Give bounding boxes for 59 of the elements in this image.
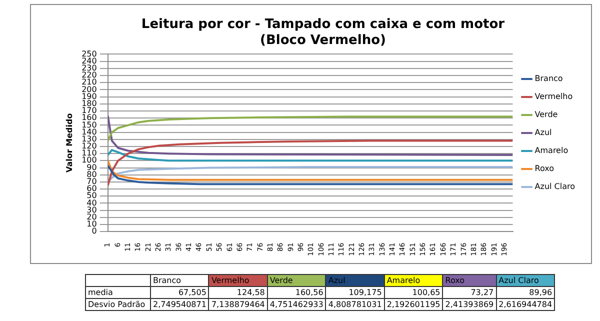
y-tick-label: 240 — [82, 56, 97, 66]
y-axis-title: Valor Medido — [64, 112, 74, 173]
legend-label: Branco — [534, 74, 563, 84]
text: Desvio Padrão — [86, 298, 150, 310]
text: Branco — [153, 276, 182, 285]
y-tick-label: 230 — [82, 63, 97, 72]
y-tick-label: 140 — [82, 127, 97, 136]
text: Vermelho — [211, 276, 250, 285]
y-tick-label: 60 — [86, 184, 97, 194]
y-tick-label: 110 — [82, 148, 97, 158]
text: Verde — [270, 276, 293, 285]
text: 2,616944784 — [496, 298, 555, 310]
legend-label: Azul — [534, 128, 552, 138]
text: 109,175 — [326, 286, 384, 298]
y-tick-label: 150 — [82, 120, 97, 130]
legend-label: Verde — [534, 110, 558, 120]
y-tick-label: 10 — [86, 220, 97, 229]
legend-label: Azul Claro — [534, 182, 576, 192]
text: 124,58 — [208, 286, 268, 298]
chart-title: Leitura por cor - Tampado com caixa e com motor — [141, 17, 506, 32]
text: 2,749540871 — [150, 298, 209, 310]
y-tick-label: 50 — [86, 191, 97, 200]
text: media — [86, 286, 150, 298]
y-tick-label: 170 — [82, 106, 97, 116]
text: 73,27 — [442, 286, 496, 298]
y-tick-label: 90 — [86, 162, 97, 172]
text: 160,56 — [267, 286, 326, 298]
y-tick-label: 20 — [86, 212, 97, 222]
y-tick-label: 180 — [82, 98, 97, 108]
text: Azul Claro — [498, 276, 539, 285]
legend-label: Vermelho — [534, 92, 573, 102]
y-tick-label: 0 — [92, 226, 97, 236]
y-tick-label: 70 — [86, 177, 97, 186]
text: 89,96 — [496, 286, 555, 298]
y-tick-label: 250 — [82, 49, 97, 58]
y-tick-label: 200 — [82, 84, 97, 94]
text: Roxo — [445, 276, 464, 285]
y-tick-label: 120 — [82, 142, 97, 151]
y-tick-label: 210 — [82, 78, 97, 87]
text: 100,65 — [384, 286, 443, 298]
text: 67,505 — [150, 286, 209, 298]
y-tick-label: 40 — [86, 198, 97, 208]
y-tick-label: 100 — [82, 156, 97, 165]
y-tick-label: 190 — [82, 92, 97, 101]
y-tick-label: 30 — [86, 205, 97, 214]
text: 4,808781031 — [326, 298, 384, 310]
y-tick-label: 220 — [82, 70, 97, 80]
text: 2,192601195 — [384, 298, 443, 310]
text: Amarelo — [386, 276, 420, 285]
chart-subtitle: (Bloco Vermelho) — [260, 32, 386, 48]
legend-label: Roxo — [534, 164, 554, 174]
text: 4,751462933 — [267, 298, 326, 310]
text: 2,41393869 — [442, 298, 496, 310]
text: 7,138879464 — [208, 298, 268, 310]
y-tick-label: 160 — [82, 113, 97, 122]
y-tick-label: 130 — [82, 134, 97, 144]
y-tick-label: 80 — [86, 170, 97, 179]
text: Azul — [328, 276, 346, 285]
legend-label: Amarelo — [534, 146, 568, 156]
